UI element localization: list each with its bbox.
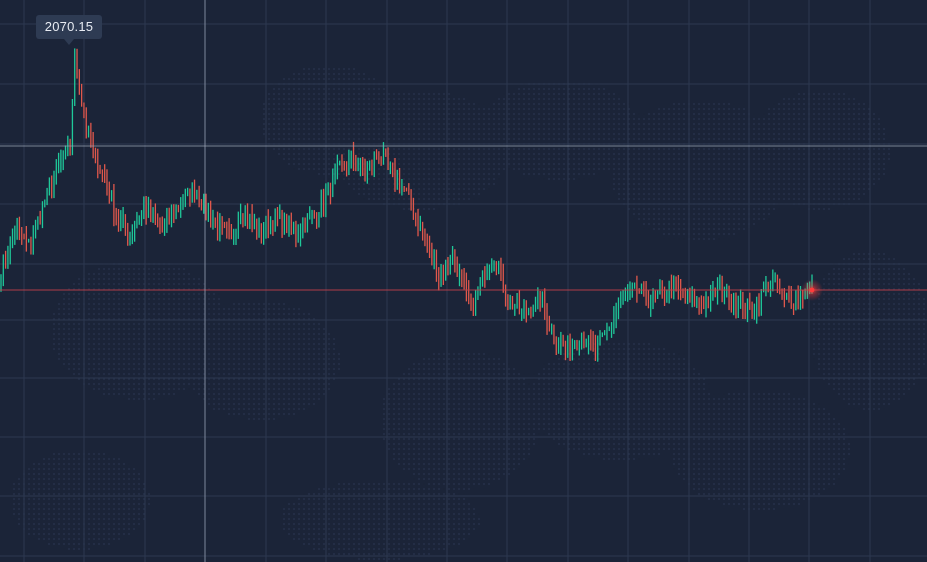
pulse-dot [809,287,815,293]
price-tooltip: 2070.15 [36,15,102,45]
live-price-pulse-icon [801,278,823,301]
world-map-background [13,68,925,560]
candle-series [0,48,813,362]
